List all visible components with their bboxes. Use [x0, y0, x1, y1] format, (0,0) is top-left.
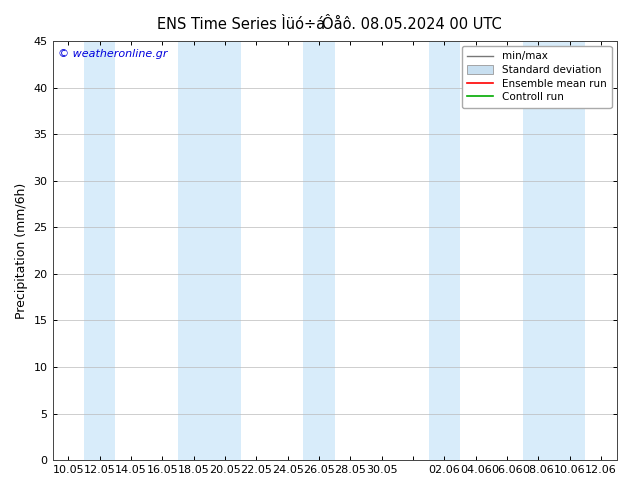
Y-axis label: Precipitation (mm/6h): Precipitation (mm/6h): [15, 182, 28, 318]
Bar: [178, 41, 209, 460]
Text: ENS Time Series Ìüó÷á: ENS Time Series Ìüó÷á: [157, 17, 325, 32]
Bar: [84, 41, 115, 460]
Text: © weatheronline.gr: © weatheronline.gr: [58, 49, 167, 59]
Bar: [523, 41, 554, 460]
Legend: min/max, Standard deviation, Ensemble mean run, Controll run: min/max, Standard deviation, Ensemble me…: [462, 46, 612, 108]
Bar: [429, 41, 460, 460]
Bar: [209, 41, 241, 460]
Text: Ôåô. 08.05.2024 00 UTC: Ôåô. 08.05.2024 00 UTC: [322, 17, 502, 32]
Bar: [303, 41, 335, 460]
Bar: [554, 41, 585, 460]
